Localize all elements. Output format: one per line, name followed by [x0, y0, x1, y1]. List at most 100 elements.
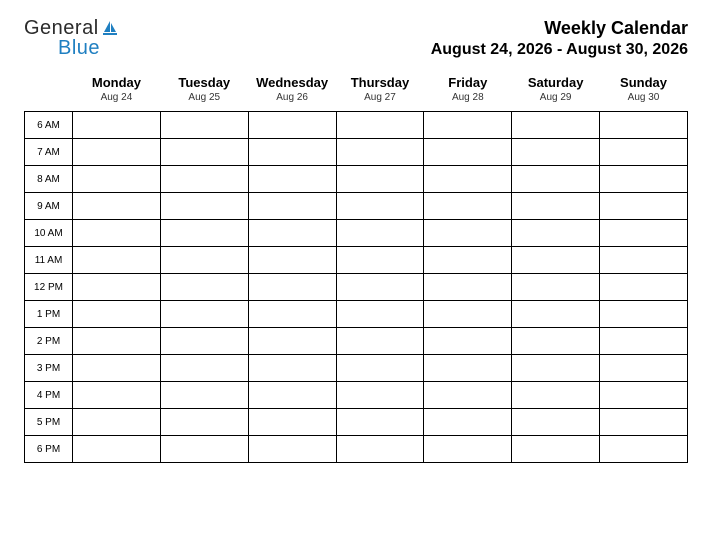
time-slot[interactable] [248, 139, 336, 166]
time-slot[interactable] [600, 112, 688, 139]
time-label: 10 AM [25, 220, 73, 247]
time-slot[interactable] [512, 436, 600, 463]
time-slot[interactable] [160, 409, 248, 436]
time-slot[interactable] [600, 166, 688, 193]
time-slot[interactable] [512, 193, 600, 220]
time-slot[interactable] [160, 301, 248, 328]
time-slot[interactable] [600, 301, 688, 328]
time-slot[interactable] [424, 328, 512, 355]
time-slot[interactable] [512, 274, 600, 301]
page-title: Weekly Calendar [431, 18, 688, 39]
time-slot[interactable] [512, 220, 600, 247]
time-slot[interactable] [512, 139, 600, 166]
time-slot[interactable] [336, 274, 424, 301]
time-slot[interactable] [248, 436, 336, 463]
time-slot[interactable] [600, 220, 688, 247]
time-slot[interactable] [600, 193, 688, 220]
corner-cell [25, 92, 73, 112]
time-slot[interactable] [73, 193, 161, 220]
time-slot[interactable] [73, 112, 161, 139]
time-slot[interactable] [73, 436, 161, 463]
time-slot[interactable] [73, 355, 161, 382]
time-slot[interactable] [336, 112, 424, 139]
day-head: Saturday [512, 71, 600, 92]
time-slot[interactable] [160, 436, 248, 463]
time-slot[interactable] [600, 328, 688, 355]
time-slot[interactable] [248, 301, 336, 328]
time-slot[interactable] [600, 274, 688, 301]
time-slot[interactable] [424, 301, 512, 328]
time-slot[interactable] [424, 220, 512, 247]
time-slot[interactable] [600, 409, 688, 436]
time-slot[interactable] [248, 166, 336, 193]
time-slot[interactable] [424, 355, 512, 382]
time-slot[interactable] [248, 355, 336, 382]
hour-row: 2 PM [25, 328, 688, 355]
time-slot[interactable] [424, 436, 512, 463]
time-slot[interactable] [424, 409, 512, 436]
time-slot[interactable] [424, 382, 512, 409]
time-slot[interactable] [512, 328, 600, 355]
time-slot[interactable] [512, 382, 600, 409]
time-slot[interactable] [160, 139, 248, 166]
time-slot[interactable] [512, 409, 600, 436]
time-slot[interactable] [160, 382, 248, 409]
time-slot[interactable] [336, 409, 424, 436]
time-slot[interactable] [248, 382, 336, 409]
time-slot[interactable] [424, 166, 512, 193]
time-slot[interactable] [73, 328, 161, 355]
time-slot[interactable] [248, 409, 336, 436]
time-slot[interactable] [336, 247, 424, 274]
time-slot[interactable] [512, 112, 600, 139]
time-slot[interactable] [336, 436, 424, 463]
time-slot[interactable] [73, 166, 161, 193]
time-slot[interactable] [424, 193, 512, 220]
hour-row: 8 AM [25, 166, 688, 193]
time-slot[interactable] [336, 382, 424, 409]
time-slot[interactable] [512, 247, 600, 274]
time-slot[interactable] [160, 328, 248, 355]
time-slot[interactable] [160, 274, 248, 301]
time-slot[interactable] [424, 139, 512, 166]
time-label: 7 AM [25, 139, 73, 166]
time-slot[interactable] [512, 355, 600, 382]
date-range: August 24, 2026 - August 30, 2026 [431, 41, 688, 59]
time-slot[interactable] [73, 409, 161, 436]
time-slot[interactable] [600, 139, 688, 166]
time-slot[interactable] [73, 247, 161, 274]
time-slot[interactable] [73, 139, 161, 166]
time-slot[interactable] [248, 274, 336, 301]
time-slot[interactable] [73, 274, 161, 301]
time-slot[interactable] [160, 247, 248, 274]
time-slot[interactable] [73, 220, 161, 247]
time-slot[interactable] [512, 166, 600, 193]
time-slot[interactable] [248, 220, 336, 247]
time-slot[interactable] [73, 382, 161, 409]
time-slot[interactable] [600, 355, 688, 382]
time-slot[interactable] [160, 220, 248, 247]
time-slot[interactable] [248, 193, 336, 220]
time-slot[interactable] [160, 166, 248, 193]
time-slot[interactable] [600, 247, 688, 274]
time-slot[interactable] [336, 220, 424, 247]
time-slot[interactable] [424, 112, 512, 139]
time-slot[interactable] [600, 436, 688, 463]
logo-word-blue: Blue [58, 38, 100, 58]
time-slot[interactable] [160, 193, 248, 220]
time-slot[interactable] [248, 247, 336, 274]
time-slot[interactable] [512, 301, 600, 328]
time-slot[interactable] [336, 139, 424, 166]
time-slot[interactable] [424, 274, 512, 301]
time-slot[interactable] [424, 247, 512, 274]
time-slot[interactable] [336, 355, 424, 382]
time-slot[interactable] [73, 301, 161, 328]
time-slot[interactable] [248, 328, 336, 355]
time-slot[interactable] [336, 193, 424, 220]
time-slot[interactable] [248, 112, 336, 139]
time-slot[interactable] [160, 355, 248, 382]
time-slot[interactable] [160, 112, 248, 139]
time-slot[interactable] [600, 382, 688, 409]
time-slot[interactable] [336, 301, 424, 328]
time-slot[interactable] [336, 328, 424, 355]
time-slot[interactable] [336, 166, 424, 193]
